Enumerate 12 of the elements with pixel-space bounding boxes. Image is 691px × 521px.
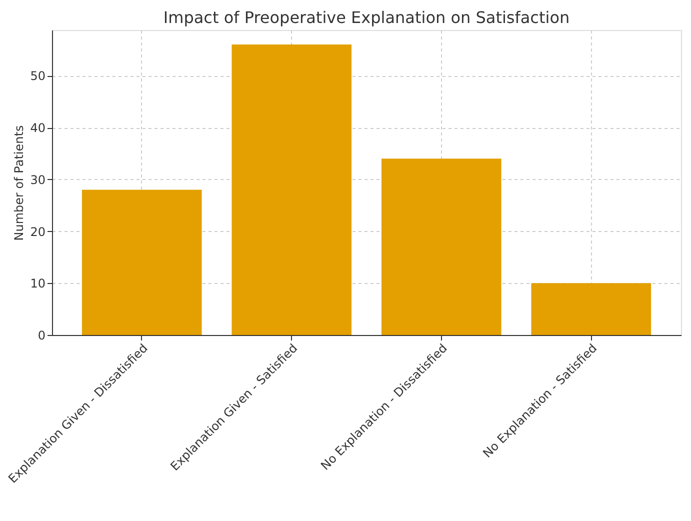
bar [381, 158, 502, 335]
y-tick-label: 0 [38, 328, 46, 342]
bar [531, 283, 652, 335]
bar [82, 190, 202, 335]
y-tick-label: 20 [30, 224, 46, 239]
y-tick-label: 40 [30, 121, 46, 136]
bar [232, 44, 352, 335]
y-tick-label: 30 [30, 172, 46, 187]
y-axis-title: Number of Patients [12, 125, 26, 241]
y-tick-label: 50 [30, 69, 46, 84]
chart-title: Impact of Preoperative Explanation on Satisfaction [163, 8, 570, 27]
y-tick-label: 10 [30, 276, 46, 291]
